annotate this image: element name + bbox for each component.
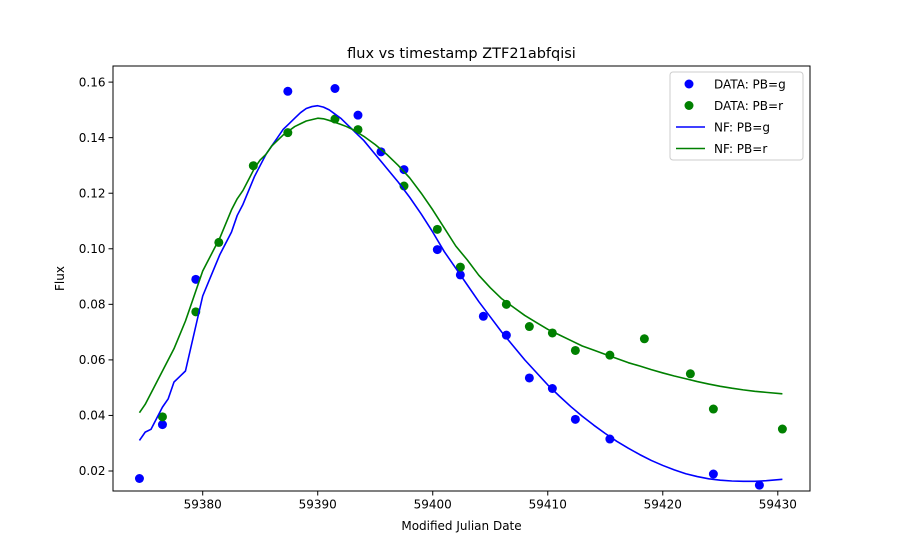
x-tick-label: 59430: [759, 498, 797, 512]
data-point: [708, 404, 718, 414]
scatter-series-r: [157, 114, 787, 434]
legend-marker: [684, 101, 694, 110]
data-point: [777, 424, 787, 434]
data-point: [191, 274, 201, 284]
x-tick-label: 59410: [529, 498, 567, 512]
fit-line-g: [138, 104, 783, 483]
data-point: [685, 369, 695, 379]
x-tick-label: 59420: [644, 498, 682, 512]
legend-marker: [684, 79, 694, 89]
legend-label: DATA: PB=g: [714, 77, 786, 91]
data-point: [708, 469, 718, 479]
x-tick-label: 59390: [299, 498, 337, 512]
x-axis-label: Modified Julian Date: [401, 519, 521, 533]
y-axis-label: Flux: [53, 266, 67, 291]
legend-label: NF: PB=g: [714, 120, 770, 134]
data-point: [134, 474, 144, 483]
legend-label: DATA: PB=r: [714, 99, 783, 113]
scatter-series-g: [134, 84, 764, 490]
data-point: [455, 262, 465, 272]
chart-title: flux vs timestamp ZTF21abfqisi: [347, 46, 576, 62]
data-point: [432, 245, 442, 255]
data-point: [376, 147, 386, 157]
data-point: [524, 373, 534, 383]
x-axis: 59380 59390 59400 59410 59420 59430: [184, 491, 797, 512]
y-tick-label: 0.06: [79, 353, 106, 367]
legend-box: [669, 71, 804, 161]
data-point: [639, 334, 649, 344]
y-tick-label: 0.12: [79, 186, 106, 200]
y-tick-label: 0.02: [79, 464, 106, 478]
legend-label: NF: PB=r: [714, 142, 767, 156]
data-point: [330, 84, 340, 93]
data-point: [283, 86, 293, 96]
x-tick-label: 59400: [414, 498, 452, 512]
fit-line-r: [138, 117, 783, 414]
plot-area: [134, 84, 787, 490]
data-point: [432, 224, 442, 234]
data-point: [605, 434, 615, 444]
data-point: [524, 322, 534, 332]
data-point: [478, 311, 488, 321]
y-tick-label: 0.10: [79, 242, 106, 256]
data-point: [570, 345, 580, 355]
x-tick-label: 59380: [184, 498, 222, 512]
y-tick-label: 0.14: [79, 131, 106, 145]
data-point: [157, 412, 167, 422]
y-axis: 0.02 0.04 0.06 0.08 0.10 0.12 0.14 0.16: [79, 75, 113, 478]
data-point: [399, 181, 409, 191]
plot-frame: [112, 65, 811, 492]
data-point: [570, 414, 580, 424]
y-tick-label: 0.16: [79, 75, 106, 89]
y-tick-label: 0.04: [79, 409, 106, 423]
data-point: [399, 165, 409, 175]
data-point: [157, 420, 167, 430]
data-point: [501, 330, 511, 340]
data-point: [754, 480, 764, 490]
legend: DATA: PB=g DATA: PB=r NF: PB=g NF: PB=r: [669, 71, 804, 161]
data-point: [501, 299, 511, 309]
y-tick-label: 0.08: [79, 298, 106, 312]
data-point: [353, 110, 363, 120]
